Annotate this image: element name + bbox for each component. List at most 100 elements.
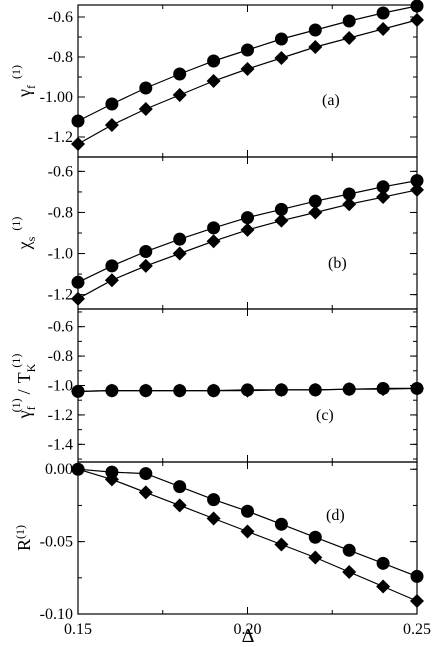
- data-point-diamond: [71, 291, 85, 306]
- y-tick-label: -0.6: [48, 163, 73, 180]
- data-point-circle: [308, 530, 322, 544]
- data-point-diamond: [138, 258, 153, 273]
- data-point-circle: [207, 493, 221, 507]
- svg-text:γf(1): γf (1): [9, 65, 38, 98]
- data-point-diamond: [172, 246, 187, 261]
- data-point-circle: [342, 14, 356, 28]
- data-point-circle: [410, 0, 424, 13]
- data-point-diamond: [410, 13, 424, 27]
- panel-c-ylabel-sub2: K: [24, 363, 38, 372]
- data-point-circle: [105, 465, 119, 479]
- y-tick-label: -1.0: [48, 246, 73, 263]
- panel-a-ylabel: γf (1): [9, 65, 38, 98]
- svg-text:R(1): R(1): [13, 525, 34, 551]
- y-tick-label: -0.8: [48, 204, 73, 221]
- data-point-circle: [71, 275, 85, 289]
- y-tick-label: -0.05: [40, 534, 73, 551]
- data-point-diamond: [240, 524, 255, 539]
- data-point-diamond: [104, 472, 119, 487]
- panel-a: -1.2 -1.00 -0.8 -0.6 (a) γf (1): [9, 0, 424, 158]
- data-point-circle: [207, 54, 221, 68]
- data-point-diamond: [104, 273, 119, 288]
- y-tick-label: -0.8: [48, 49, 73, 66]
- y-tick-label: -1.4: [48, 436, 73, 453]
- y-tick-label: -0.6: [48, 319, 73, 336]
- data-point-circle: [376, 180, 390, 194]
- data-point-diamond: [172, 383, 187, 398]
- data-point-circle: [173, 480, 187, 494]
- data-point-diamond: [206, 234, 221, 249]
- y-tick-label: -1.2: [48, 407, 73, 424]
- data-point-circle: [105, 259, 119, 273]
- data-point-circle: [71, 114, 85, 128]
- data-point-circle: [308, 23, 322, 37]
- data-point-circle: [274, 202, 288, 216]
- panel-b-ylabel: χs(1): [9, 217, 38, 251]
- y-tick-label: -1.2: [48, 129, 73, 146]
- data-point-diamond: [240, 62, 255, 76]
- y-tick-label: -0.10: [40, 606, 73, 623]
- data-point-circle: [376, 556, 390, 570]
- data-point-circle: [241, 211, 254, 225]
- data-point-diamond: [138, 383, 153, 398]
- data-point-circle: [274, 32, 288, 46]
- data-point-circle: [173, 67, 187, 81]
- data-point-circle: [139, 244, 153, 258]
- data-point-diamond: [308, 205, 323, 220]
- data-point-diamond: [274, 382, 289, 397]
- data-point-diamond: [206, 74, 221, 88]
- panel-d-series: [71, 462, 424, 608]
- panel-a-label: (a): [322, 92, 340, 109]
- data-point-diamond: [71, 384, 85, 399]
- data-point-diamond: [342, 197, 357, 212]
- data-point-diamond: [104, 118, 119, 132]
- data-point-diamond: [71, 462, 85, 477]
- data-point-diamond: [376, 579, 391, 594]
- panel-a-ylabel-sub: f: [24, 85, 38, 89]
- data-point-circle: [207, 221, 221, 235]
- data-point-circle: [376, 6, 390, 20]
- y-tick-label: 0.00: [45, 461, 73, 478]
- x-axis-label: Δ: [242, 625, 255, 647]
- x-tick-labels: 0.15 0.20 0.25: [64, 621, 431, 638]
- data-point-diamond: [206, 383, 221, 398]
- panel-c-ylabel-sup1: (1): [9, 398, 23, 412]
- panel-d-ylabel-sup: (1): [13, 525, 27, 539]
- data-point-circle: [105, 97, 119, 111]
- panel-c-ylabel-main1: γ: [14, 410, 34, 419]
- y-tick-label: -1.2: [48, 287, 73, 304]
- data-point-circle: [410, 174, 424, 188]
- data-point-diamond: [410, 593, 424, 608]
- series-line-diamond: [77, 19, 418, 145]
- data-point-diamond: [376, 382, 391, 397]
- data-point-diamond: [240, 383, 255, 398]
- data-point-diamond: [71, 137, 85, 151]
- data-point-circle: [410, 569, 424, 583]
- panel-b-ylabel-sup: (1): [9, 217, 23, 231]
- data-point-diamond: [172, 498, 187, 513]
- panel-a-series: [71, 0, 424, 151]
- panel-c-ylabel-main2: T: [14, 372, 34, 383]
- svg-text:γf(1)/TK(1): γf(1)/TK(1): [9, 354, 38, 420]
- data-point-circle: [173, 232, 187, 246]
- series-line-diamond: [77, 189, 418, 300]
- panel-d: -0.10 -0.05 0.00 (d) R(1): [13, 461, 424, 623]
- data-point-diamond: [308, 550, 323, 565]
- data-point-diamond: [410, 182, 424, 197]
- data-point-circle: [308, 194, 322, 208]
- panel-c-ylabel-sup2: (1): [9, 354, 23, 368]
- data-point-diamond: [308, 40, 323, 54]
- panel-d-ylabel-main: R: [14, 539, 34, 551]
- data-point-diamond: [410, 381, 424, 396]
- x-tick-label: 0.15: [64, 621, 92, 638]
- panel-c-label: (c): [316, 407, 334, 424]
- data-point-circle: [139, 467, 153, 481]
- data-point-circle: [274, 517, 288, 531]
- panel-b-ylabel-main: χ: [14, 241, 34, 250]
- data-point-diamond: [240, 222, 255, 237]
- panel-a-ylabel-sup: (1): [9, 65, 23, 79]
- panel-a-ylabel-main: γ: [14, 89, 34, 98]
- data-point-diamond: [274, 537, 289, 552]
- panel-a-frame: [77, 4, 418, 158]
